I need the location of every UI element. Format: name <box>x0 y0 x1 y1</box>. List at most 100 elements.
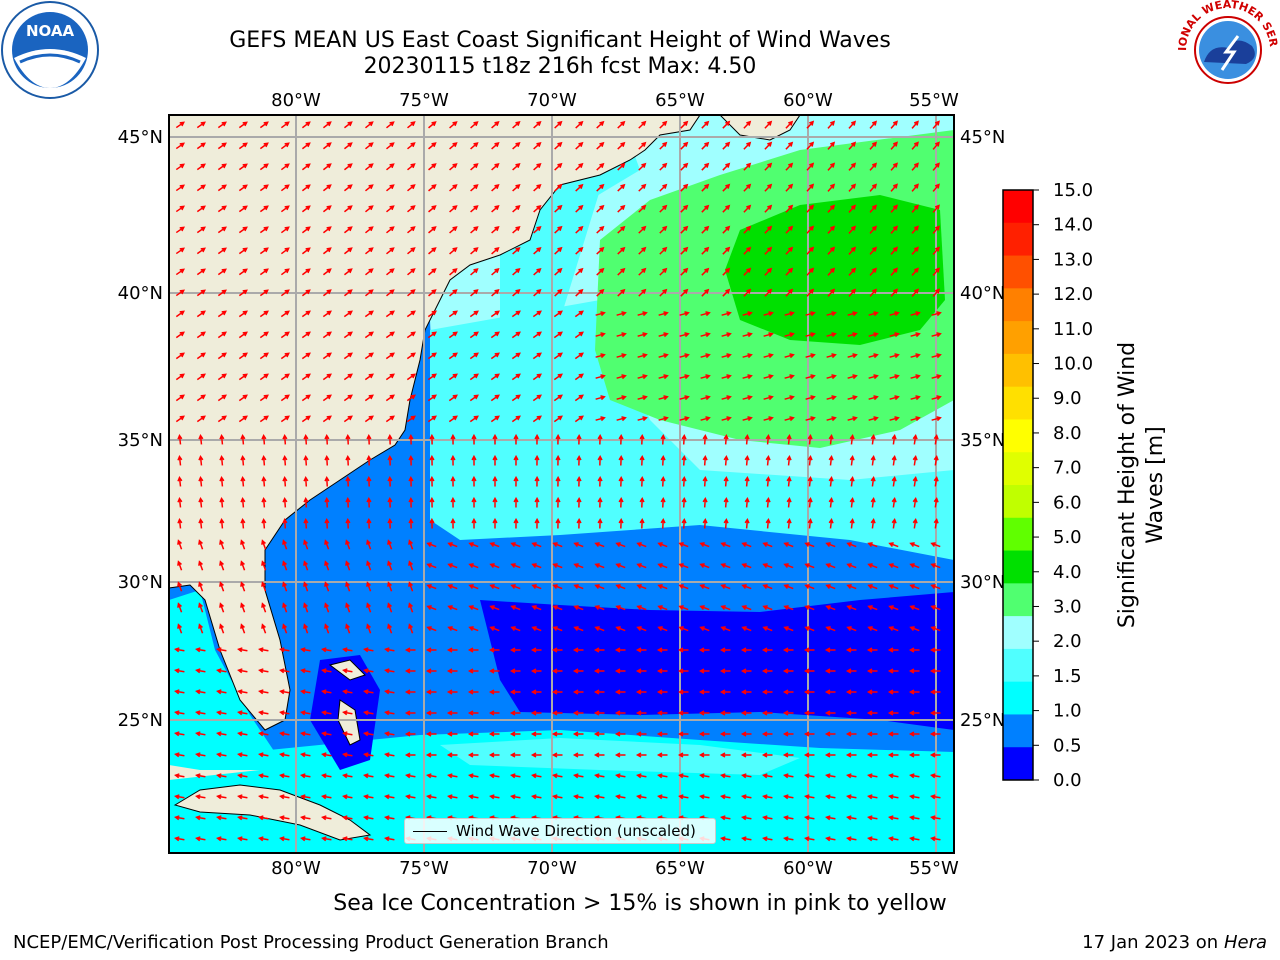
wave-direction-arrow <box>282 496 288 508</box>
wave-direction-arrow <box>887 668 899 674</box>
wave-direction-arrow <box>470 247 479 255</box>
wave-direction-arrow <box>425 752 437 758</box>
wave-direction-arrow <box>446 731 458 737</box>
wave-direction-arrow <box>804 626 815 632</box>
wave-direction-arrow <box>722 288 731 297</box>
wave-direction-arrow <box>509 689 521 695</box>
wave-direction-arrow <box>343 310 353 318</box>
wave-direction-arrow <box>531 773 542 779</box>
wave-direction-arrow <box>259 352 269 360</box>
wave-direction-arrow <box>195 794 206 800</box>
noaa-logo-text: NOAA <box>26 22 75 40</box>
wave-direction-arrow <box>618 496 624 508</box>
colorbar-segment <box>1003 222 1033 257</box>
wave-direction-arrow <box>342 689 353 695</box>
wave-direction-arrow <box>593 752 605 758</box>
wave-direction-arrow <box>450 496 456 508</box>
wave-direction-arrow <box>510 773 521 779</box>
wave-direction-arrow <box>719 710 731 716</box>
wave-direction-arrow <box>848 183 857 192</box>
wave-direction-arrow <box>679 416 690 422</box>
wave-direction-arrow <box>259 331 269 339</box>
wave-direction-arrow <box>425 710 437 716</box>
wave-direction-arrow <box>723 454 729 466</box>
wave-direction-arrow <box>301 352 311 360</box>
wave-direction-arrow <box>321 731 332 737</box>
wave-direction-arrow <box>303 581 309 592</box>
wave-direction-arrow <box>509 752 521 758</box>
wave-direction-arrow <box>511 352 521 360</box>
wave-direction-arrow <box>803 710 815 716</box>
wave-direction-arrow <box>552 773 563 779</box>
wave-direction-arrow <box>572 752 584 758</box>
wave-direction-arrow <box>280 184 290 192</box>
wave-direction-arrow <box>427 373 437 381</box>
wave-direction-arrow <box>491 289 500 297</box>
wave-direction-arrow <box>198 581 204 592</box>
wave-direction-arrow <box>824 689 836 695</box>
wave-direction-arrow <box>238 268 248 276</box>
wave-direction-arrow <box>322 205 332 213</box>
wave-direction-arrow <box>722 246 731 255</box>
wave-direction-arrow <box>639 454 645 466</box>
wave-direction-arrow <box>447 626 458 632</box>
wave-direction-arrow <box>429 475 435 487</box>
wave-direction-arrow <box>404 710 416 716</box>
wave-direction-arrow <box>908 731 920 737</box>
wave-direction-arrow <box>282 454 288 466</box>
wave-direction-arrow <box>467 752 479 758</box>
svg-text:NATIONAL WEATHER SERVICE: NATIONAL WEATHER SERVICE <box>0 0 1280 51</box>
wave-direction-arrow <box>450 454 456 466</box>
wave-direction-arrow <box>722 267 731 276</box>
wave-direction-arrow <box>761 731 773 737</box>
colorbar-tick-label: 6.0 <box>1053 492 1082 513</box>
wave-direction-arrow <box>345 454 351 466</box>
wave-direction-arrow <box>764 288 773 297</box>
wave-direction-arrow <box>366 475 372 487</box>
wave-direction-arrow <box>888 773 899 779</box>
wave-direction-arrow <box>722 120 731 129</box>
wave-direction-arrow <box>763 395 774 401</box>
wave-direction-arrow <box>659 267 668 276</box>
wave-direction-arrow <box>468 773 479 779</box>
wave-direction-arrow <box>553 310 563 318</box>
wave-direction-arrow <box>490 373 500 381</box>
wave-direction-arrow <box>345 560 351 571</box>
wave-direction-arrow <box>554 162 563 171</box>
wave-direction-arrow <box>680 225 689 234</box>
wave-direction-arrow <box>240 517 246 529</box>
wave-direction-arrow <box>845 731 857 737</box>
wave-direction-arrow <box>680 141 689 150</box>
wave-direction-arrow <box>594 773 605 779</box>
wave-direction-arrow <box>530 689 542 695</box>
wave-direction-arrow <box>364 352 374 360</box>
wave-direction-arrow <box>596 183 605 192</box>
wave-direction-arrow <box>446 668 458 674</box>
wave-direction-arrow <box>765 517 771 529</box>
wave-direction-arrow <box>324 433 330 445</box>
wave-direction-arrow <box>596 288 605 297</box>
wave-direction-arrow <box>761 689 773 695</box>
wave-direction-arrow <box>912 496 918 508</box>
wave-direction-arrow <box>659 183 668 192</box>
wave-direction-arrow <box>868 311 879 317</box>
wave-direction-arrow <box>785 120 794 129</box>
wave-direction-arrow <box>784 395 795 401</box>
wave-direction-arrow <box>488 752 500 758</box>
wave-direction-arrow <box>870 517 876 529</box>
wave-direction-arrow <box>806 162 815 171</box>
wave-direction-arrow <box>449 121 458 129</box>
wave-direction-arrow <box>280 289 290 297</box>
wave-direction-arrow <box>366 623 372 634</box>
wave-direction-arrow <box>196 205 206 213</box>
wave-direction-arrow <box>741 794 752 800</box>
lat-label-right-45n: 45°N <box>960 127 1005 148</box>
wave-direction-arrow <box>300 752 311 758</box>
wave-direction-arrow <box>427 310 437 318</box>
wave-direction-arrow <box>217 247 227 255</box>
wave-direction-arrow <box>891 433 897 445</box>
footer-date-text: 17 Jan 2023 on <box>1082 932 1224 953</box>
wave-direction-arrow <box>303 433 309 445</box>
wave-direction-arrow <box>195 815 206 821</box>
wave-direction-arrow <box>365 205 374 213</box>
